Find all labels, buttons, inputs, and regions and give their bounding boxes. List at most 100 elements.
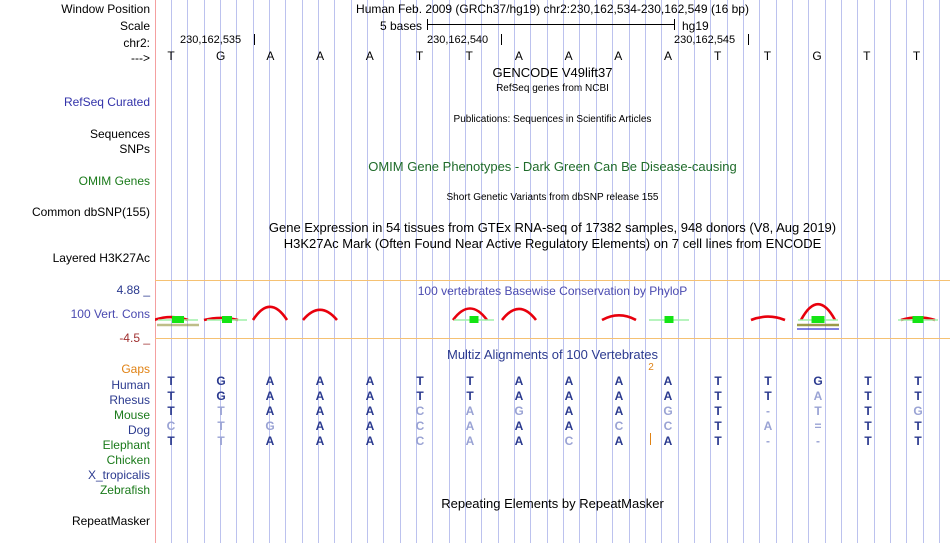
track-label-chicken[interactable]: Chicken: [106, 453, 150, 467]
track-label-4-88[interactable]: 4.88 _: [116, 283, 150, 297]
track-label-x-tropicalis[interactable]: X_tropicalis: [87, 468, 150, 482]
multiz-base: A: [514, 389, 524, 403]
gridline: [285, 0, 286, 543]
track-title-multiz[interactable]: Multiz Alignments of 100 Vertebrates: [446, 347, 658, 362]
conservation-track-rule-1: [155, 338, 950, 339]
conserved-base-block: [811, 316, 825, 323]
multiz-base: C: [166, 419, 176, 433]
multiz-base: A: [514, 419, 524, 433]
track-label-refseq-curated[interactable]: RefSeq Curated: [63, 95, 150, 109]
multiz-base: A: [365, 419, 375, 433]
scale-bar-line: [427, 24, 674, 25]
conserved-base-block: [222, 316, 232, 323]
multiz-base: T: [914, 374, 922, 388]
track-label-sequences[interactable]: Sequences: [89, 127, 150, 141]
ruler-tick: [748, 34, 749, 45]
track-title-gencode[interactable]: GENCODE V49lift37: [492, 65, 613, 80]
track-label-repeatmasker[interactable]: RepeatMasker: [71, 514, 150, 528]
track-label-layered-h3k27ac[interactable]: Layered H3K27Ac: [52, 251, 150, 265]
gridline: [204, 0, 205, 543]
gridline: [514, 0, 515, 543]
track-label-mouse[interactable]: Mouse: [113, 408, 150, 422]
track-title-repeatmasker[interactable]: Repeating Elements by RepeatMasker: [441, 496, 664, 511]
sequence-base: G: [216, 49, 226, 63]
gridline: [923, 0, 924, 543]
track-label-common-dbsnp-155[interactable]: Common dbSNP(155): [31, 205, 150, 219]
assembly-badge: hg19: [682, 19, 709, 33]
track-label-omim-genes[interactable]: OMIM Genes: [78, 174, 150, 188]
track-label-rhesus[interactable]: Rhesus: [109, 393, 150, 407]
phylop-conservation-plot[interactable]: [155, 281, 950, 338]
multiz-base: A: [564, 389, 574, 403]
multiz-base: A: [614, 374, 624, 388]
track-label-window-position[interactable]: Window Position: [61, 2, 150, 16]
track-title-gtex[interactable]: Gene Expression in 54 tissues from GTEx …: [268, 220, 837, 235]
track-label-snps[interactable]: SNPs: [119, 142, 150, 156]
multiz-base: -: [766, 404, 770, 418]
sequence-base: T: [167, 49, 175, 63]
sequence-base: T: [912, 49, 921, 63]
gridline: [890, 0, 891, 543]
multiz-base: T: [167, 404, 175, 418]
gridline: [563, 0, 564, 543]
sequence-base: A: [663, 49, 672, 63]
multiz-base: A: [365, 389, 375, 403]
track-title-dbsnp[interactable]: Short Genetic Variants from dbSNP releas…: [446, 192, 659, 203]
ruler-tick: [501, 34, 502, 45]
sequence-base: T: [465, 49, 473, 63]
multiz-base: C: [415, 419, 425, 433]
multiz-base: A: [265, 374, 275, 388]
track-title-publications[interactable]: Publications: Sequences in Scientific Ar…: [453, 114, 652, 125]
gridline: [612, 0, 613, 543]
multiz-base: T: [914, 434, 922, 448]
multiz-base: T: [764, 374, 772, 388]
track-label-gaps[interactable]: Gaps: [121, 362, 150, 376]
scale-bar-cap-right: [674, 19, 675, 30]
track-title-phylop[interactable]: 100 vertebrates Basewise Conservation by…: [417, 284, 688, 298]
track-title-refseq[interactable]: RefSeq genes from NCBI: [496, 83, 609, 94]
track-label-human[interactable]: Human: [111, 378, 150, 392]
multiz-base: A: [315, 434, 325, 448]
track-title-omim[interactable]: OMIM Gene Phenotypes - Dark Green Can Be…: [368, 159, 737, 174]
track-label-zebrafish[interactable]: Zebrafish: [99, 483, 150, 497]
multiz-base: A: [465, 404, 475, 418]
multiz-base: T: [864, 419, 872, 433]
gridline: [220, 0, 221, 543]
track-title-h3k27ac[interactable]: H3K27Ac Mark (Often Found Near Active Re…: [283, 236, 822, 251]
multiz-base: T: [714, 389, 722, 403]
gridline: [792, 0, 793, 543]
sequence-base: A: [316, 49, 325, 63]
conservation-peak: [500, 307, 538, 321]
sequence-base: A: [564, 49, 573, 63]
track-label-elephant[interactable]: Elephant: [102, 438, 150, 452]
gridline: [432, 0, 433, 543]
gap-size-label: 2: [648, 362, 654, 373]
multiz-base: T: [466, 374, 474, 388]
scale-bar: [427, 19, 675, 30]
gridline: [678, 0, 679, 543]
track-label-100-vert-cons[interactable]: 100 Vert. Cons: [70, 307, 150, 321]
track-label-4-5[interactable]: -4.5 _: [119, 331, 150, 345]
multiz-base: G: [663, 404, 673, 418]
conserved-base-block: [469, 316, 479, 323]
track-label-dog[interactable]: Dog: [127, 423, 150, 437]
multiz-base: T: [416, 374, 424, 388]
gridline: [694, 0, 695, 543]
multiz-base: T: [217, 434, 225, 448]
multiz-base: T: [764, 389, 772, 403]
gridline: [874, 0, 875, 543]
gridline: [236, 0, 237, 543]
track-label-chr2[interactable]: chr2:: [123, 36, 150, 50]
multiz-base: A: [465, 434, 475, 448]
multiz-base: A: [365, 434, 375, 448]
track-label-scale[interactable]: Scale: [119, 19, 150, 33]
multiz-base: A: [315, 389, 325, 403]
sequence-base: T: [863, 49, 871, 63]
multiz-base: T: [714, 419, 722, 433]
multiz-base: T: [714, 404, 722, 418]
multiz-base: A: [265, 389, 275, 403]
conserved-base-block: [912, 316, 924, 323]
track-label-[interactable]: --->: [131, 51, 150, 65]
gridline: [171, 0, 172, 543]
